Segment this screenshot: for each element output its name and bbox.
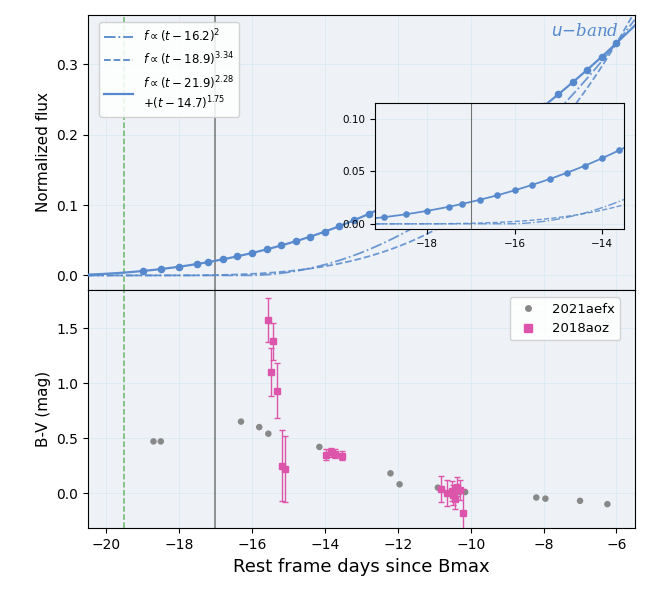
Y-axis label: Normalized flux: Normalized flux <box>36 92 51 213</box>
Point <box>393 195 403 205</box>
Point <box>454 487 465 497</box>
Point <box>395 479 405 489</box>
Point <box>582 65 592 75</box>
Point <box>192 259 202 269</box>
Point <box>290 236 301 246</box>
Point <box>314 442 325 452</box>
Point <box>174 262 184 272</box>
Point <box>436 172 447 181</box>
Point <box>611 38 622 48</box>
Point <box>156 264 166 274</box>
Point <box>203 257 214 267</box>
Point <box>451 163 462 173</box>
Point <box>148 436 159 446</box>
Point <box>422 180 432 189</box>
Point <box>156 436 166 446</box>
Point <box>349 216 359 225</box>
Point <box>385 469 396 478</box>
Point <box>261 245 271 254</box>
Point <box>305 232 316 241</box>
Point <box>602 499 613 509</box>
Point <box>334 221 344 231</box>
Point <box>495 134 505 144</box>
Point <box>217 254 228 264</box>
Point <box>137 266 148 276</box>
Point <box>509 124 519 133</box>
Point <box>363 209 374 219</box>
Point <box>531 493 542 502</box>
Point <box>254 422 264 432</box>
Point <box>465 153 476 163</box>
Point <box>597 52 607 61</box>
X-axis label: Rest frame days since Bmax: Rest frame days since Bmax <box>233 558 490 576</box>
Point <box>540 494 551 503</box>
Legend: 2021aefx, 2018aoz: 2021aefx, 2018aoz <box>510 297 620 340</box>
Point <box>407 188 417 198</box>
Point <box>480 144 490 153</box>
Point <box>460 487 471 497</box>
Point <box>524 113 534 122</box>
Point <box>263 429 273 438</box>
Legend: $f \propto (t - 16.2)^2$, $f \propto (t - 18.9)^{3.34}$, $f \propto (t - 21.9)^{: $f \propto (t - 16.2)^2$, $f \propto (t … <box>99 22 239 116</box>
Point <box>433 483 443 493</box>
Text: $u\mathit{-}$band: $u\mathit{-}$band <box>551 23 618 40</box>
Y-axis label: B-V (mag): B-V (mag) <box>36 371 51 447</box>
Point <box>378 202 389 212</box>
Point <box>247 248 257 258</box>
Point <box>553 90 563 99</box>
Point <box>447 486 458 496</box>
Point <box>538 101 549 111</box>
Point <box>575 496 585 506</box>
Point <box>320 227 330 236</box>
Point <box>232 251 243 261</box>
Point <box>568 78 578 87</box>
Point <box>276 241 286 250</box>
Point <box>236 417 246 426</box>
